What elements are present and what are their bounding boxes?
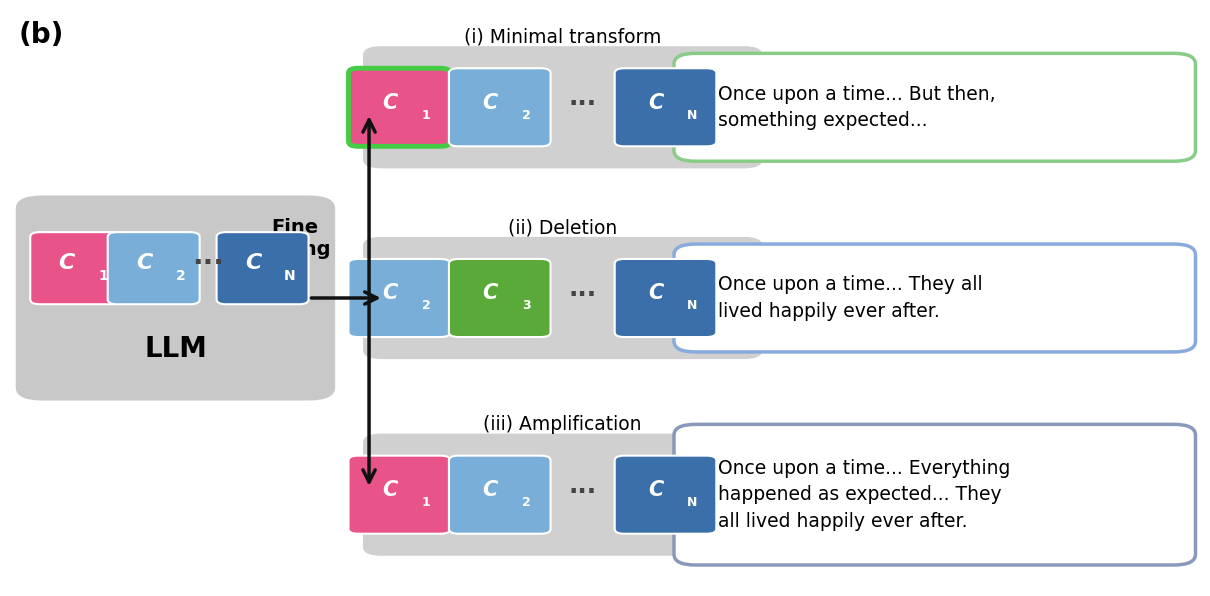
Text: 3: 3 [522, 299, 531, 312]
Text: C: C [483, 283, 497, 303]
Text: 1: 1 [421, 496, 431, 509]
FancyBboxPatch shape [449, 455, 551, 534]
FancyBboxPatch shape [449, 69, 551, 147]
Text: C: C [382, 480, 397, 500]
Text: C: C [483, 480, 497, 500]
Text: C: C [483, 92, 497, 113]
Text: 2: 2 [522, 108, 531, 122]
Text: 1: 1 [421, 108, 431, 122]
FancyBboxPatch shape [615, 259, 716, 337]
FancyBboxPatch shape [30, 232, 122, 304]
Text: ···: ··· [569, 92, 597, 116]
Text: Once upon a time... But then,
something expected...: Once upon a time... But then, something … [718, 85, 995, 130]
Text: (ii) Deletion: (ii) Deletion [508, 218, 617, 237]
FancyBboxPatch shape [16, 195, 335, 401]
Text: C: C [649, 283, 663, 303]
Text: C: C [649, 480, 663, 500]
Text: (iii) Amplification: (iii) Amplification [484, 415, 641, 434]
Text: C: C [58, 253, 75, 274]
Text: 2: 2 [421, 299, 431, 312]
FancyBboxPatch shape [108, 232, 200, 304]
Text: 2: 2 [175, 269, 185, 283]
FancyBboxPatch shape [348, 259, 450, 337]
Text: N: N [687, 496, 697, 509]
FancyBboxPatch shape [615, 455, 716, 534]
Text: N: N [687, 299, 697, 312]
Text: C: C [649, 92, 663, 113]
Text: C: C [382, 92, 397, 113]
Text: Once upon a time... They all
lived happily ever after.: Once upon a time... They all lived happi… [718, 275, 983, 321]
FancyBboxPatch shape [674, 424, 1195, 565]
Text: (b): (b) [18, 21, 63, 49]
Text: ···: ··· [569, 283, 597, 307]
Text: 1: 1 [98, 269, 108, 283]
Text: C: C [382, 283, 397, 303]
FancyBboxPatch shape [348, 69, 450, 147]
FancyBboxPatch shape [363, 237, 762, 359]
Text: (i) Minimal transform: (i) Minimal transform [463, 27, 662, 46]
Text: Once upon a time... Everything
happened as expected... They
all lived happily ev: Once upon a time... Everything happened … [718, 459, 1010, 530]
Text: 2: 2 [522, 496, 531, 509]
FancyBboxPatch shape [363, 434, 762, 555]
Text: N: N [283, 269, 295, 283]
FancyBboxPatch shape [217, 232, 309, 304]
FancyBboxPatch shape [449, 259, 551, 337]
Text: N: N [687, 108, 697, 122]
FancyBboxPatch shape [674, 54, 1195, 162]
Text: LLM: LLM [144, 335, 207, 362]
FancyBboxPatch shape [363, 46, 762, 169]
Text: ···: ··· [192, 250, 224, 277]
Text: Fine
tuning: Fine tuning [259, 218, 332, 259]
Text: C: C [136, 253, 152, 274]
Text: ···: ··· [569, 480, 597, 504]
Text: C: C [244, 253, 261, 274]
FancyBboxPatch shape [615, 69, 716, 147]
FancyBboxPatch shape [674, 244, 1195, 352]
FancyBboxPatch shape [348, 455, 450, 534]
